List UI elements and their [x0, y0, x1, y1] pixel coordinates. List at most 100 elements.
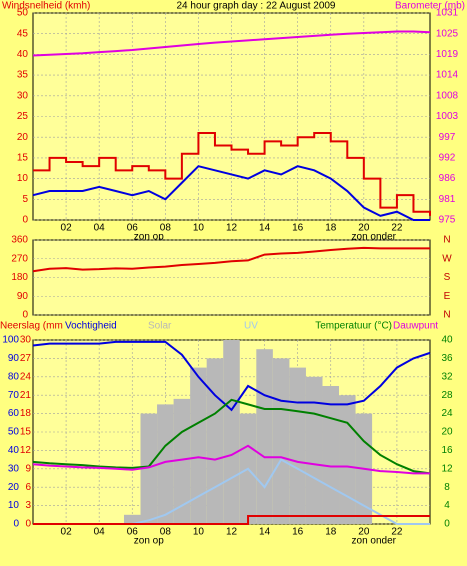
y-tick-label: 40: [8, 445, 20, 456]
x-tick-label: 20: [358, 223, 370, 234]
x-tick-label: 06: [127, 223, 139, 234]
y-tick-label: 40: [17, 49, 29, 60]
y3-tick-label: 6: [25, 482, 31, 493]
legend-label: UV: [244, 321, 258, 332]
y-tick-label: 70: [8, 390, 20, 401]
solar-bar: [289, 367, 306, 524]
y3-axis-label: Neerslag (mm: [0, 321, 63, 332]
y2-tick-label: 0: [444, 519, 450, 530]
x-tick-label: 18: [325, 527, 337, 538]
y-tick-label: 100: [2, 335, 19, 346]
series-line: [32, 246, 430, 273]
y-tick-label: 10: [17, 173, 29, 184]
y3-tick-label: 9: [25, 463, 31, 474]
plot-area: [32, 239, 431, 316]
annotation: zon op: [134, 536, 164, 547]
series-line: [32, 165, 430, 221]
y2-tick-label: N: [443, 235, 450, 246]
y-tick-label: 0: [22, 215, 28, 226]
y2-tick-label: N: [443, 310, 450, 321]
y-tick-label: 60: [8, 408, 20, 419]
x-tick-label: 16: [292, 527, 304, 538]
y2-axis-label: Temperatuur (°C): [315, 321, 392, 332]
y-tick-label: 90: [8, 353, 20, 364]
y2-tick-label: 20: [441, 427, 453, 438]
y-tick-label: 5: [22, 194, 28, 205]
y2-tick-label: 997: [439, 132, 456, 143]
legend-label: Dauwpunt: [393, 321, 438, 332]
x-tick-label: 10: [193, 223, 205, 234]
y2-tick-label: 28: [441, 390, 453, 401]
y2-tick-label: 1014: [436, 70, 459, 81]
y-tick-label: 270: [11, 253, 28, 264]
y2-tick-label: E: [444, 291, 451, 302]
y3-tick-label: 12: [20, 445, 32, 456]
y2-tick-label: 1025: [436, 28, 459, 39]
y2-tick-label: 40: [441, 335, 453, 346]
x-tick-label: 22: [391, 527, 403, 538]
series-line: [32, 30, 431, 57]
y-axis-label: Windsnelheid (kmh): [2, 1, 90, 12]
x-tick-label: 08: [160, 223, 172, 234]
y3-tick-label: 30: [20, 335, 32, 346]
y2-tick-label: 1008: [436, 90, 459, 101]
x-tick-label: 08: [160, 527, 172, 538]
y-tick-label: 90: [17, 291, 29, 302]
y-axis-label: Vochtigheid: [65, 321, 117, 332]
y-tick-label: 30: [8, 463, 20, 474]
y2-tick-label: 24: [441, 408, 453, 419]
y3-tick-label: 3: [25, 500, 31, 511]
solar-bar: [206, 358, 224, 524]
y3-tick-label: 15: [20, 427, 32, 438]
y2-tick-label: 8: [444, 482, 450, 493]
y2-tick-label: 32: [441, 371, 453, 382]
y2-tick-label: 12: [441, 463, 453, 474]
x-tick-label: 14: [259, 527, 271, 538]
x-tick-label: 04: [94, 223, 106, 234]
y-tick-label: 35: [17, 70, 29, 81]
y3-tick-label: 21: [20, 390, 32, 401]
y2-tick-label: 981: [439, 194, 456, 205]
y2-tick-label: 975: [439, 215, 456, 226]
chart-title: 24 hour graph day : 22 August 2009: [176, 1, 335, 12]
y-tick-label: 10: [8, 500, 20, 511]
solar-bar: [322, 386, 340, 524]
y3-tick-label: 0: [25, 519, 31, 530]
series-line: [33, 515, 430, 525]
solar-bar: [123, 514, 141, 524]
x-tick-label: 20: [358, 527, 370, 538]
series-line: [32, 444, 430, 475]
y2-tick-label: 1019: [436, 49, 459, 60]
y2-tick-label: 4: [444, 500, 450, 511]
y2-tick-label: W: [442, 253, 452, 264]
y-tick-label: 15: [17, 153, 29, 164]
series-line: [33, 132, 431, 216]
y3-tick-label: 27: [20, 353, 32, 364]
y2-axis-label: Barometer (mb): [395, 1, 465, 12]
y-tick-label: 180: [11, 272, 28, 283]
y2-tick-label: 986: [439, 173, 456, 184]
y-tick-label: 30: [17, 90, 29, 101]
y-tick-label: 50: [8, 427, 20, 438]
y-tick-label: 50: [17, 8, 29, 19]
y3-tick-label: 18: [20, 408, 32, 419]
x-tick-label: 12: [226, 223, 238, 234]
annotation: zon onder: [352, 536, 397, 547]
y-tick-label: 0: [22, 310, 28, 321]
x-tick-label: 04: [94, 527, 106, 538]
y2-tick-label: 1031: [436, 8, 459, 19]
y2-tick-label: S: [444, 272, 451, 283]
x-tick-label: 06: [127, 527, 139, 538]
x-tick-label: 14: [259, 223, 271, 234]
y-tick-label: 20: [8, 482, 20, 493]
annotation: zon onder: [352, 232, 397, 243]
y-tick-label: 360: [11, 235, 28, 246]
x-tick-label: 02: [61, 527, 73, 538]
solar-bar: [305, 376, 323, 524]
y3-tick-label: 24: [20, 371, 32, 382]
solar-bar: [223, 340, 240, 524]
annotation: zon op: [134, 232, 164, 243]
x-tick-label: 12: [226, 527, 238, 538]
x-tick-label: 02: [61, 223, 73, 234]
